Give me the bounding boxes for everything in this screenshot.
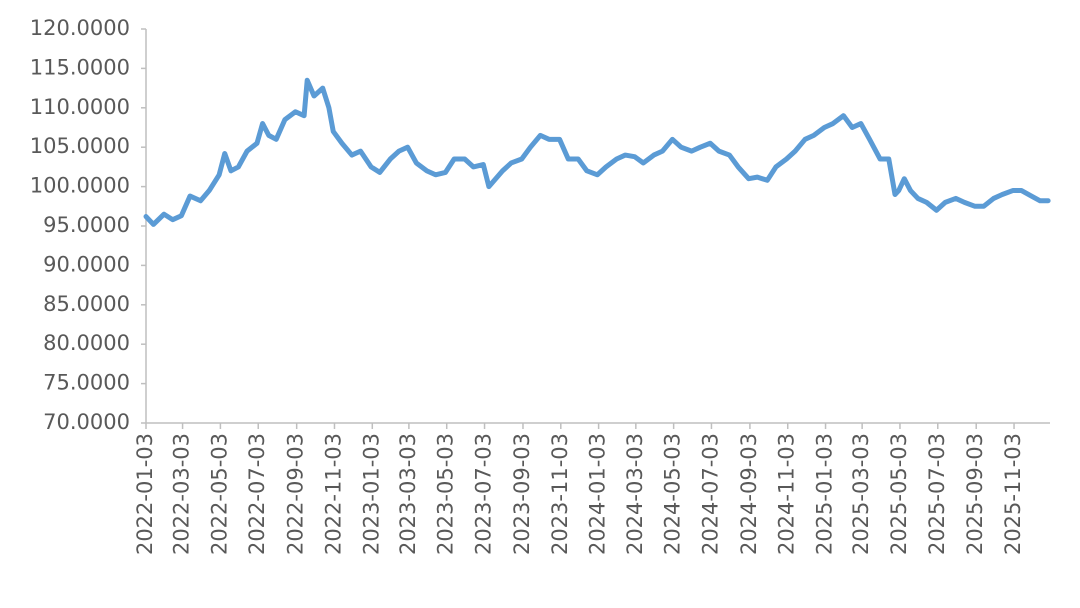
x-tick-label: 2025-05-03 <box>887 433 911 555</box>
x-tick-label: 2022-05-03 <box>207 433 231 555</box>
x-tick-label: 2024-01-03 <box>586 433 610 555</box>
x-tick-label: 2022-07-03 <box>245 433 269 555</box>
x-tick-label: 2022-03-03 <box>170 433 194 555</box>
y-tick-label: 100.0000 <box>30 174 130 198</box>
y-tick-label: 115.0000 <box>30 55 130 79</box>
x-tick-label: 2025-03-03 <box>849 433 873 555</box>
y-tick-label: 120.0000 <box>30 16 130 40</box>
x-tick-label: 2023-01-03 <box>359 433 383 555</box>
x-tick-label: 2024-03-03 <box>623 433 647 555</box>
x-tick-label: 2024-11-03 <box>775 433 799 555</box>
y-tick-label: 105.0000 <box>30 134 130 158</box>
y-tick-label: 110.0000 <box>30 95 130 119</box>
y-tick-label: 90.0000 <box>43 252 130 276</box>
x-tick-label: 2022-09-03 <box>284 433 308 555</box>
x-tick-label: 2023-09-03 <box>510 433 534 555</box>
x-tick-label: 2023-11-03 <box>548 433 572 555</box>
x-tick-label: 2024-09-03 <box>737 433 761 555</box>
x-tick-label: 2023-05-03 <box>434 433 458 555</box>
line-series <box>143 77 1051 227</box>
x-tick-label: 2025-11-03 <box>1001 433 1025 555</box>
x-tick-label: 2025-01-03 <box>813 433 837 555</box>
y-tick-label: 80.0000 <box>43 331 130 355</box>
x-tick-label: 2023-03-03 <box>396 433 420 555</box>
y-tick-label: 95.0000 <box>43 213 130 237</box>
x-tick-label: 2025-09-03 <box>963 433 987 555</box>
y-tick-label: 75.0000 <box>43 371 130 395</box>
x-tick-label: 2022-11-03 <box>321 433 345 555</box>
x-tick-label: 2022-01-03 <box>133 433 157 555</box>
x-tick-label: 2025-07-03 <box>925 433 949 555</box>
x-tick-label: 2024-07-03 <box>698 433 722 555</box>
y-tick-label: 70.0000 <box>43 410 130 434</box>
x-tick-label: 2024-05-03 <box>661 433 685 555</box>
y-tick-label: 85.0000 <box>43 292 130 316</box>
x-tick-label: 2023-07-03 <box>472 433 496 555</box>
